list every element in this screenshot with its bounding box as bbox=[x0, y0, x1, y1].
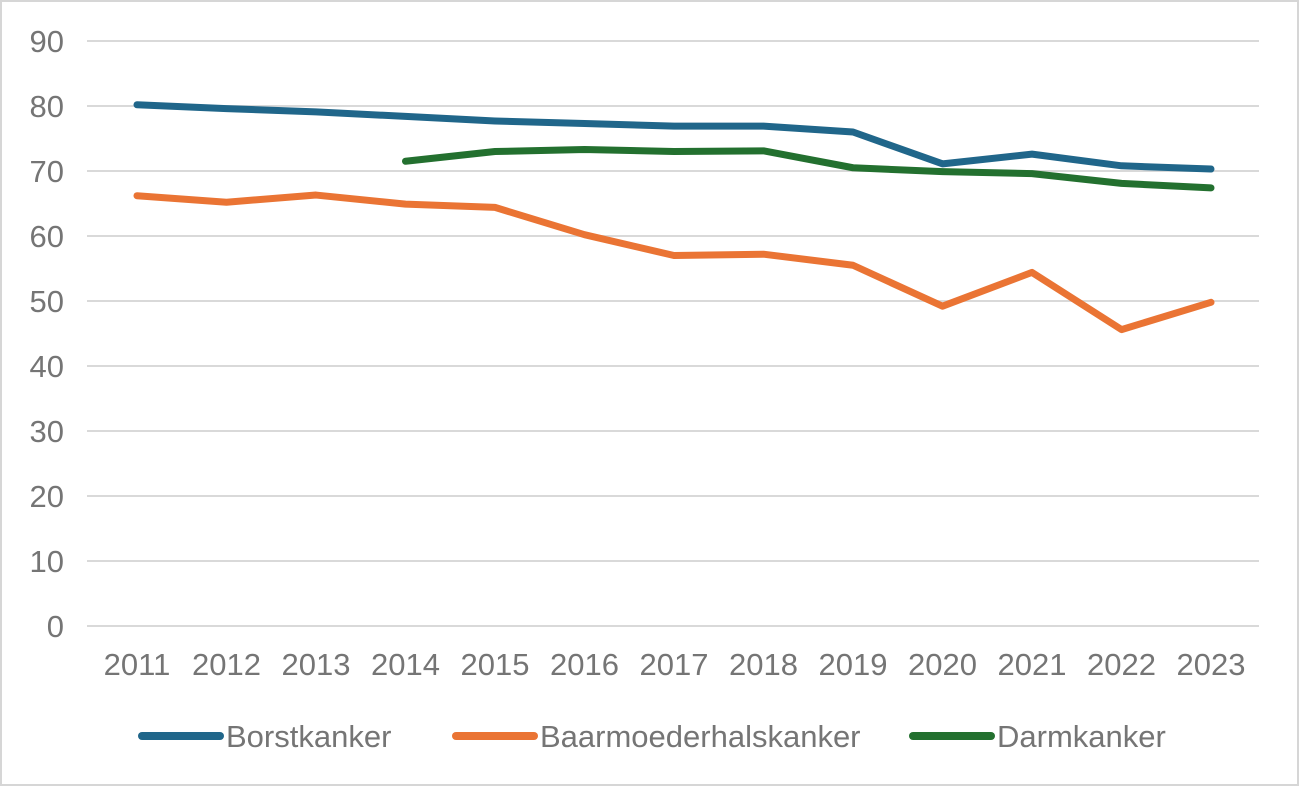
y-axis-tick-label: 80 bbox=[30, 89, 64, 124]
y-axis-tick-label: 50 bbox=[30, 284, 64, 319]
y-axis-tick-label: 30 bbox=[30, 414, 64, 449]
x-axis-tick-label: 2021 bbox=[998, 647, 1067, 682]
y-axis-tick-label: 10 bbox=[30, 544, 64, 579]
legend-label-baarmoederhalskanker: Baarmoederhalskanker bbox=[540, 719, 861, 754]
x-axis-tick-label: 2022 bbox=[1087, 647, 1156, 682]
series-line-darmkanker bbox=[402, 146, 1215, 192]
x-axis-tick-label: 2015 bbox=[461, 647, 530, 682]
x-axis-tick-label: 2018 bbox=[729, 647, 798, 682]
x-axis-tick-label: 2012 bbox=[192, 647, 261, 682]
y-axis-tick-label: 40 bbox=[30, 349, 64, 384]
x-axis-tick-label: 2019 bbox=[819, 647, 888, 682]
series-line-baarmoederhalskanker bbox=[133, 191, 1215, 334]
y-axis-tick-label: 0 bbox=[47, 609, 64, 644]
y-axis-tick-label: 60 bbox=[30, 219, 64, 254]
x-axis-tick-label: 2011 bbox=[104, 647, 171, 682]
series-line-borstkanker bbox=[133, 101, 1215, 173]
legend-label-borstkanker: Borstkanker bbox=[226, 719, 391, 754]
x-axis-tick-label: 2013 bbox=[282, 647, 351, 682]
legend-label-darmkanker: Darmkanker bbox=[997, 719, 1166, 754]
y-axis-tick-label: 70 bbox=[30, 154, 64, 189]
x-axis-tick-label: 2016 bbox=[550, 647, 619, 682]
x-axis-tick-label: 2014 bbox=[371, 647, 440, 682]
y-axis-tick-label: 20 bbox=[30, 479, 64, 514]
x-axis-tick-label: 2017 bbox=[640, 647, 709, 682]
y-axis-tick-label: 90 bbox=[30, 24, 64, 59]
x-axis-tick-label: 2023 bbox=[1177, 647, 1246, 682]
x-axis-tick-label: 2020 bbox=[908, 647, 977, 682]
